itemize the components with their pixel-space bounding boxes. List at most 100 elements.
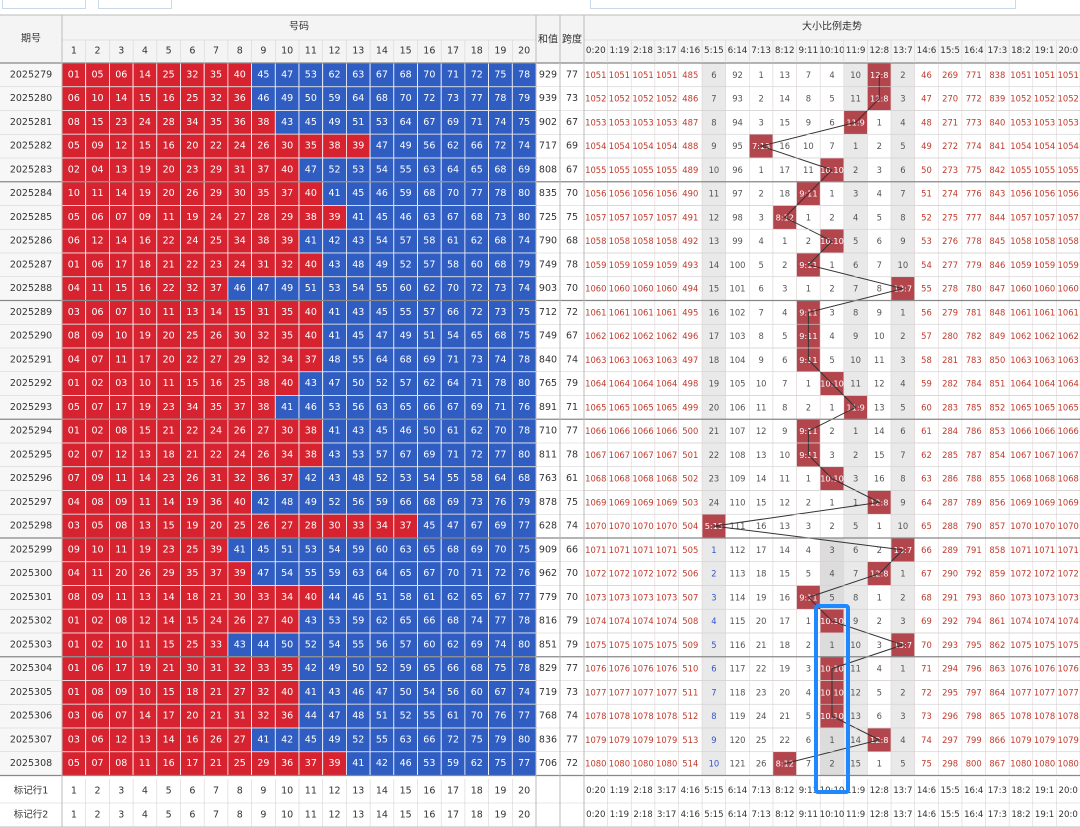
ratio-miss-text: 26 [756, 759, 767, 769]
period-cell: 2025282 [10, 141, 52, 152]
ratio-miss-text: 8 [900, 212, 905, 222]
number-ball-text: 68 [471, 663, 483, 674]
number-ball-text: 62 [471, 426, 483, 437]
footer-number: 3 [118, 786, 124, 797]
number-column-header: 15 [400, 46, 412, 57]
number-ball-text: 62 [423, 378, 435, 389]
number-ball-text: 19 [139, 164, 151, 175]
span-cell: 69 [566, 141, 578, 152]
number-ball-text: 63 [423, 164, 435, 175]
footer-number: 15 [400, 810, 412, 821]
ratio-miss-text: 98 [732, 212, 743, 222]
number-ball-text: 72 [471, 307, 483, 318]
toolbar-button-left[interactable] [2, 0, 86, 9]
number-ball-text: 15 [92, 117, 104, 128]
ratio-miss-text: 861 [989, 616, 1005, 626]
ratio-miss-text: 1056 [656, 189, 677, 199]
number-ball-text: 75 [494, 69, 506, 80]
number-ball-text: 08 [68, 592, 80, 603]
ratio-miss-text: 1 [829, 260, 834, 270]
ratio-miss-text: 1078 [585, 711, 606, 721]
ratio-miss-text: 22 [756, 664, 767, 674]
number-ball-text: 49 [329, 734, 341, 745]
number-ball-text: 23 [163, 473, 175, 484]
ratio-miss-text: 7 [711, 687, 716, 697]
number-ball-text: 68 [518, 473, 530, 484]
footer-number: 6 [189, 786, 195, 797]
number-ball-text: 06 [92, 711, 104, 722]
span-header: 跨度 [562, 33, 582, 46]
ratio-miss-text: 7 [782, 379, 787, 389]
number-ball-text: 64 [447, 378, 459, 389]
number-ball-text: 27 [234, 734, 246, 745]
ratio-miss-text: 1072 [1034, 569, 1055, 579]
ratio-miss-text: 5 [900, 402, 905, 412]
sum-cell: 811 [539, 449, 557, 460]
ratio-miss-text: 1073 [632, 592, 653, 602]
ratio-miss-text: 1073 [609, 592, 630, 602]
ratio-column-header: 16:4 [964, 46, 984, 56]
number-ball-text: 76 [518, 402, 530, 413]
number-ball-text: 68 [423, 188, 435, 199]
ratio-miss-text: 1075 [1010, 640, 1031, 650]
number-ball-text: 57 [400, 236, 412, 247]
ratio-miss-text: 8 [877, 284, 882, 294]
ratio-miss-text: 15 [874, 450, 885, 460]
number-column-header: 18 [471, 46, 483, 57]
number-ball-text: 66 [423, 616, 435, 627]
footer-ratio: 10:10 [820, 786, 845, 796]
ratio-miss-text: 784 [966, 379, 982, 389]
number-ball-text: 29 [257, 758, 269, 769]
ratio-miss-text: 1074 [1010, 616, 1031, 626]
ratio-miss-text: 1075 [632, 640, 653, 650]
ratio-miss-text: 489 [682, 165, 698, 175]
ratio-miss-text: 503 [682, 497, 698, 507]
ratio-miss-text: 1063 [656, 355, 677, 365]
ratio-miss-text: 23 [709, 474, 720, 484]
number-ball-text: 13 [139, 521, 151, 532]
number-ball-text: 12 [139, 616, 151, 627]
number-ball-text: 80 [518, 734, 530, 745]
ratio-miss-text: 4 [900, 735, 905, 745]
period-cell: 2025283 [10, 164, 52, 175]
number-ball-text: 23 [163, 544, 175, 555]
number-ball-text: 29 [281, 212, 293, 223]
number-ball-text: 18 [163, 449, 175, 460]
number-ball-text: 27 [257, 426, 269, 437]
footer-ratio: 8:12 [775, 786, 794, 796]
top-toolbar-strip [0, 0, 1080, 15]
period-cell: 2025291 [10, 354, 52, 365]
ratio-miss-text: 1064 [656, 379, 677, 389]
ratio-miss-text: 1060 [1034, 284, 1055, 294]
number-ball-text: 24 [139, 117, 151, 128]
number-ball-text: 22 [210, 141, 222, 152]
ratio-miss-text: 277 [942, 260, 958, 270]
ratio-miss-text: 1076 [1034, 664, 1055, 674]
sum-cell: 790 [539, 236, 557, 247]
ratio-miss-text: 8 [711, 711, 716, 721]
toolbar-button-right[interactable] [98, 0, 172, 9]
table-row [61, 205, 1080, 230]
ratio-miss-text: 1 [853, 426, 858, 436]
ratio-miss-text: 1069 [656, 497, 677, 507]
number-ball-text: 52 [305, 639, 317, 650]
number-ball-text: 34 [186, 117, 198, 128]
footer-number: 1 [71, 810, 77, 821]
ratio-column-header: 0:20 [586, 46, 606, 56]
number-ball-text: 16 [186, 734, 198, 745]
ratio-miss-text: 112 [730, 545, 746, 555]
number-ball-text: 75 [518, 544, 530, 555]
ratio-miss-text: 854 [989, 450, 1005, 460]
ratio-column-header: 14:6 [917, 46, 937, 56]
ratio-miss-text: 1074 [1058, 616, 1079, 626]
number-ball-text: 65 [423, 544, 435, 555]
footer-number: 8 [237, 810, 243, 821]
number-ball-text: 27 [210, 354, 222, 365]
ratio-miss-text: 1075 [1034, 640, 1055, 650]
ratio-miss-text: 9 [711, 141, 716, 151]
number-ball-text: 73 [447, 93, 459, 104]
ratio-miss-text: 1061 [1010, 307, 1031, 317]
footer-ratio: 17:3 [988, 786, 1007, 796]
period-cell: 2025285 [10, 212, 52, 223]
span-cell: 77 [566, 426, 578, 437]
